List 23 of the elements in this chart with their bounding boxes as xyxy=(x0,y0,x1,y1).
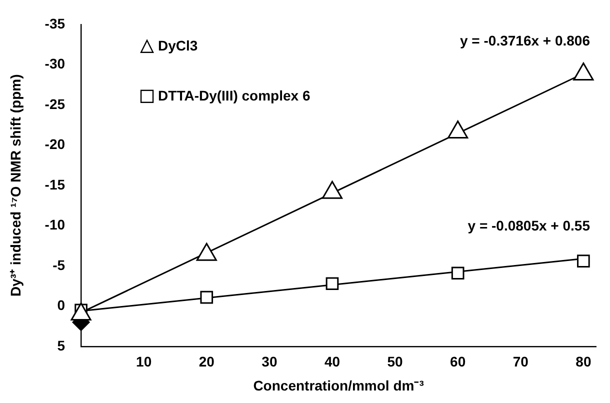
x-tick-label: 40 xyxy=(324,354,340,370)
y-tick-label: -30 xyxy=(44,56,66,72)
annotation: y = -0.3716x + 0.806 xyxy=(460,32,590,48)
x-tick-label: 70 xyxy=(512,354,529,370)
y-tick-label: -25 xyxy=(44,96,66,112)
legend-label: DTTA-Dy(III) complex 6 xyxy=(158,87,310,104)
x-tick-label: 10 xyxy=(136,354,152,370)
y-tick-label: 5 xyxy=(57,337,66,354)
y-tick-label: -10 xyxy=(44,216,66,233)
x-tick-label: 20 xyxy=(198,354,215,370)
annotation: y = -0.0805x + 0.55 xyxy=(468,218,590,234)
x-tick-label: 80 xyxy=(576,354,592,370)
y-tick-label: -15 xyxy=(44,176,66,192)
x-tick-label: 30 xyxy=(262,354,278,370)
y-axis-title: Dy³⁺ induced ¹⁷O NMR shift (ppm) xyxy=(7,74,24,297)
x-tick-label: 60 xyxy=(450,354,466,370)
x-axis-title: Concentration/mmol dm⁻³ xyxy=(253,377,424,394)
y-tick-label: -20 xyxy=(44,136,66,152)
x-tick-label: 50 xyxy=(387,354,404,370)
y-tick-label: -5 xyxy=(52,256,66,273)
y-tick-label: 0 xyxy=(57,297,66,314)
legend-label: DyCl3 xyxy=(158,37,198,54)
y-tick-label: -35 xyxy=(44,15,66,32)
